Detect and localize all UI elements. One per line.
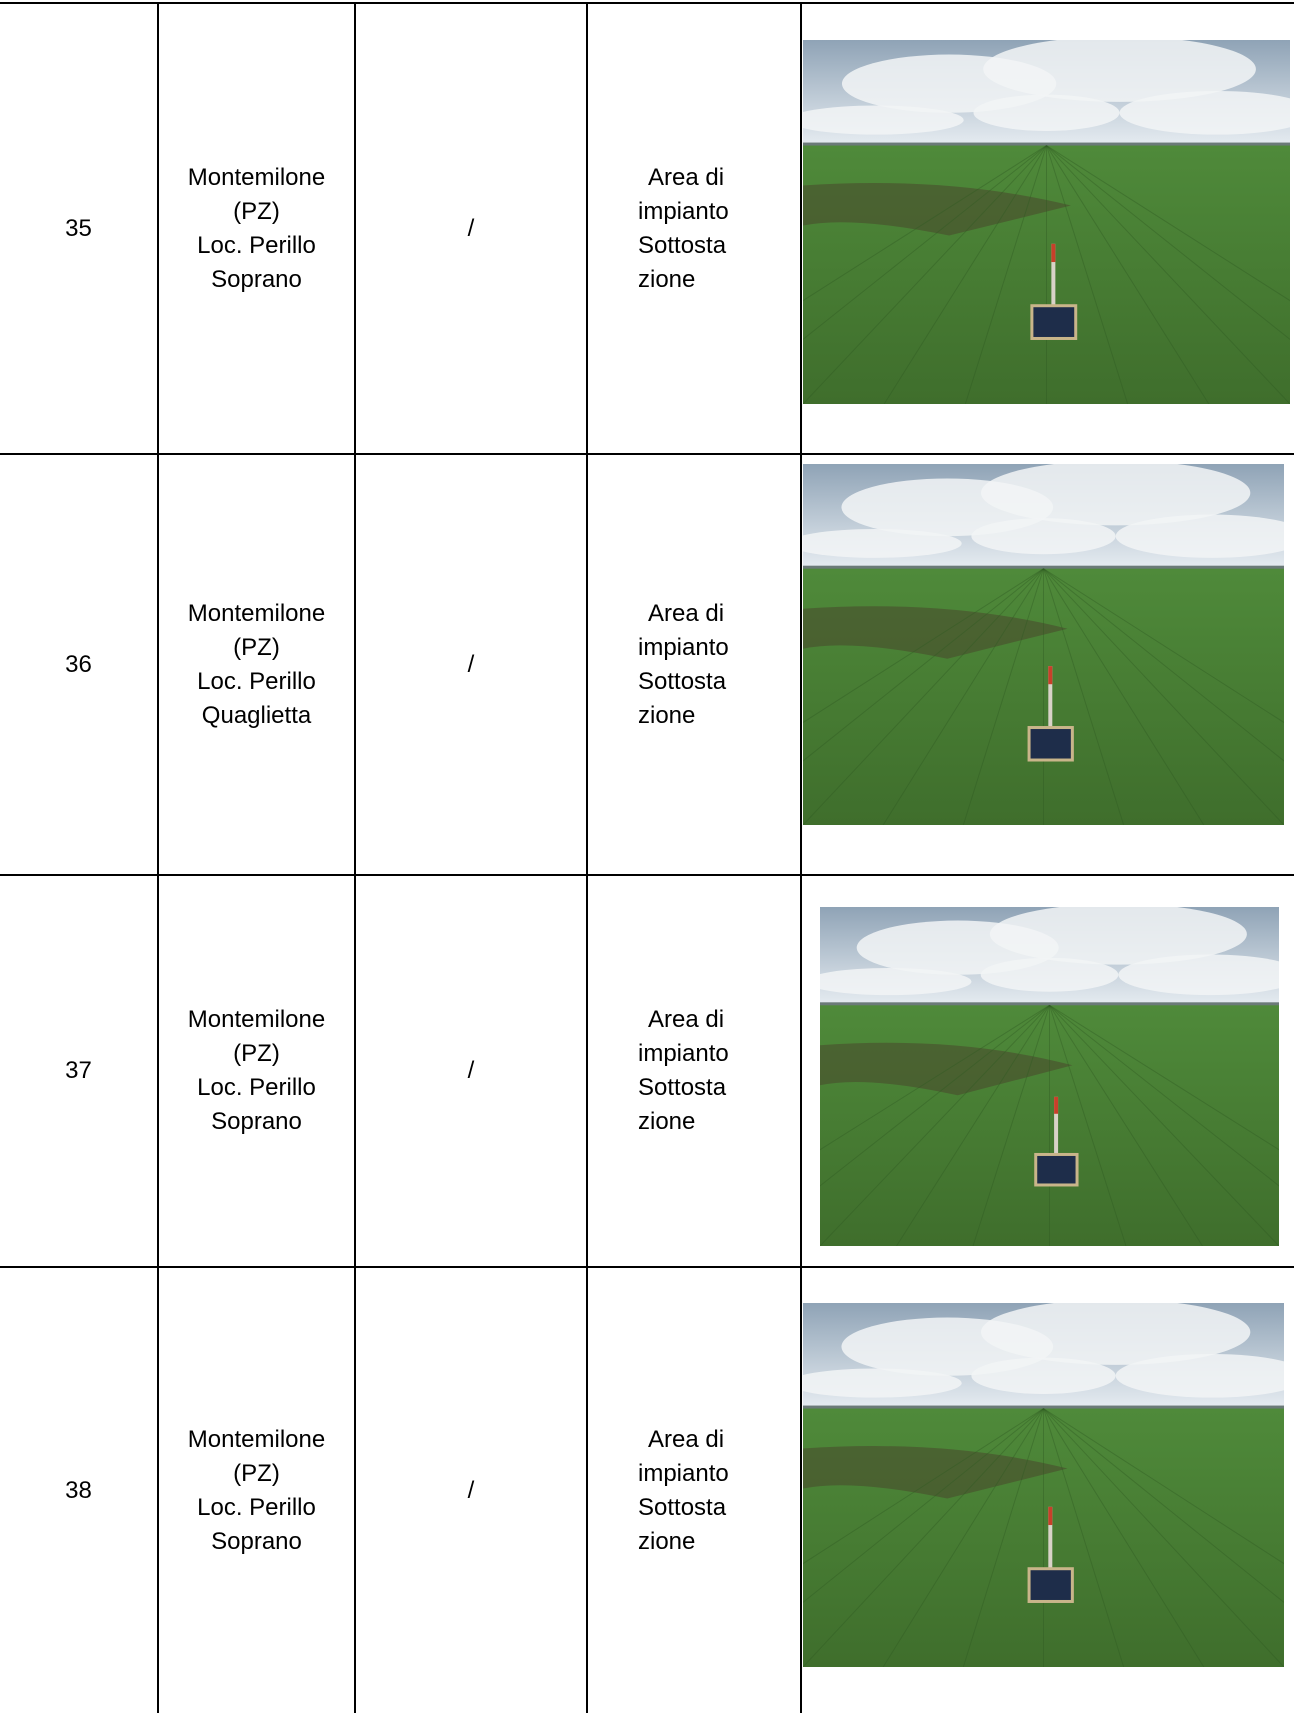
description-line: zione — [638, 701, 696, 729]
location-line: Loc. Perillo — [197, 1493, 316, 1521]
row-number: 38 — [65, 1476, 92, 1504]
reference-cell: / — [356, 1268, 586, 1713]
number-cell: 36 — [0, 455, 157, 874]
site-photo — [803, 1303, 1284, 1667]
location-line: Montemilone — [187, 599, 326, 627]
location-line: Loc. Perillo — [197, 667, 316, 695]
description-line: impianto — [638, 633, 729, 661]
location-cell: Montemilone (PZ) Loc. Perillo Soprano — [159, 4, 354, 453]
reference: / — [467, 1476, 475, 1504]
location-line: Loc. Perillo — [197, 231, 316, 259]
description-line: Sottosta — [638, 667, 727, 695]
description-cell: Area di impianto Sottosta zione — [638, 455, 788, 874]
description-line: impianto — [638, 1459, 729, 1487]
location-line: (PZ) — [233, 1040, 280, 1067]
reference-cell: / — [356, 4, 586, 453]
row-line — [0, 453, 1294, 455]
site-photo — [803, 464, 1284, 825]
top-border — [0, 2, 1294, 4]
description-cell: Area di impianto Sottosta zione — [638, 876, 788, 1266]
column-line — [354, 3, 356, 1713]
description-line: Sottosta — [638, 1074, 727, 1101]
location-line: Montemilone — [187, 1006, 326, 1033]
column-line — [157, 3, 159, 1713]
description-line: Area di — [648, 1425, 725, 1453]
location-line: Soprano — [211, 1527, 302, 1555]
reference: / — [467, 214, 475, 242]
reference-cell: / — [356, 876, 586, 1266]
description-line: zione — [638, 265, 696, 293]
column-line — [800, 3, 802, 1713]
location-line: Quaglietta — [201, 701, 312, 729]
number-cell: 35 — [0, 4, 157, 453]
row-number: 36 — [65, 650, 92, 678]
row-number: 37 — [65, 1057, 92, 1084]
location-cell: Montemilone (PZ) Loc. Perillo Quaglietta — [159, 455, 354, 874]
location-line: (PZ) — [233, 633, 280, 661]
location-line: Soprano — [211, 265, 302, 293]
location-line: Loc. Perillo — [197, 1074, 316, 1101]
description-line: Area di — [648, 1006, 725, 1033]
reference-cell: / — [356, 455, 586, 874]
number-cell: 37 — [0, 876, 157, 1266]
description-line: Area di — [648, 163, 725, 191]
row-line — [0, 1266, 1294, 1268]
description-line: Area di — [648, 599, 725, 627]
location-cell: Montemilone (PZ) Loc. Perillo Soprano — [159, 1268, 354, 1713]
location-line: Montemilone — [187, 163, 326, 191]
description-line: impianto — [638, 197, 729, 225]
column-line — [586, 3, 588, 1713]
number-cell: 38 — [0, 1268, 157, 1713]
description-cell: Area di impianto Sottosta zione — [638, 1268, 788, 1713]
row-line — [0, 874, 1294, 876]
description-line: Sottosta — [638, 231, 727, 259]
description-line: impianto — [638, 1040, 729, 1067]
location-line: Soprano — [211, 1108, 302, 1135]
reference: / — [467, 1057, 475, 1084]
description-line: zione — [638, 1527, 696, 1555]
location-line: Montemilone — [187, 1425, 326, 1453]
site-photo — [820, 907, 1279, 1246]
description-line: zione — [638, 1108, 696, 1135]
reference: / — [467, 650, 475, 678]
site-photo — [803, 40, 1290, 404]
location-line: (PZ) — [233, 1459, 280, 1487]
description-cell: Area di impianto Sottosta zione — [638, 4, 788, 453]
location-cell: Montemilone (PZ) Loc. Perillo Soprano — [159, 876, 354, 1266]
location-line: (PZ) — [233, 197, 280, 225]
description-line: Sottosta — [638, 1493, 727, 1521]
row-number: 35 — [65, 214, 92, 242]
